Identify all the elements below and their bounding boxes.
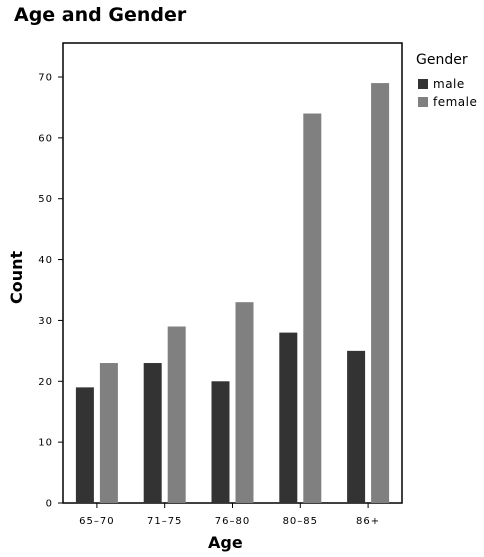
bar-male-1 (143, 363, 162, 503)
y-tick-label: 40 (38, 255, 53, 266)
bar-female-3 (303, 113, 322, 503)
legend-label-male: male (433, 77, 465, 91)
bar-female-1 (167, 326, 186, 503)
x-tick-label: 80–85 (283, 516, 318, 527)
bar-male-4 (347, 350, 366, 503)
bar-female-0 (99, 363, 118, 503)
x-axis-title: Age (208, 533, 243, 552)
bar-male-3 (279, 332, 298, 503)
x-tick-label: 76–80 (215, 516, 250, 527)
legend-item-female: female (418, 95, 477, 109)
y-tick-label: 30 (38, 316, 53, 327)
legend-swatch-male (418, 79, 428, 89)
y-tick-label: 0 (46, 499, 53, 510)
legend-swatch-female (418, 97, 428, 107)
y-tick-label: 10 (38, 438, 53, 449)
legend-title: Gender (416, 52, 468, 68)
y-tick-label: 50 (38, 194, 53, 205)
legend-label-female: female (433, 95, 478, 109)
x-tick-label: 71–75 (147, 516, 182, 527)
chart-title: Age and Gender (14, 4, 187, 26)
bar-female-2 (235, 302, 254, 503)
y-axis-title: Count (7, 250, 26, 304)
legend-item-male: male (418, 77, 465, 91)
y-tick-label: 20 (38, 377, 53, 388)
x-tick-label: 86+ (356, 516, 380, 527)
y-tick-label: 70 (38, 73, 53, 84)
bar-female-4 (371, 83, 390, 503)
bar-male-2 (211, 381, 230, 503)
bar-male-0 (75, 387, 94, 503)
x-tick-label: 65–70 (79, 516, 114, 527)
y-tick-label: 60 (38, 133, 53, 144)
